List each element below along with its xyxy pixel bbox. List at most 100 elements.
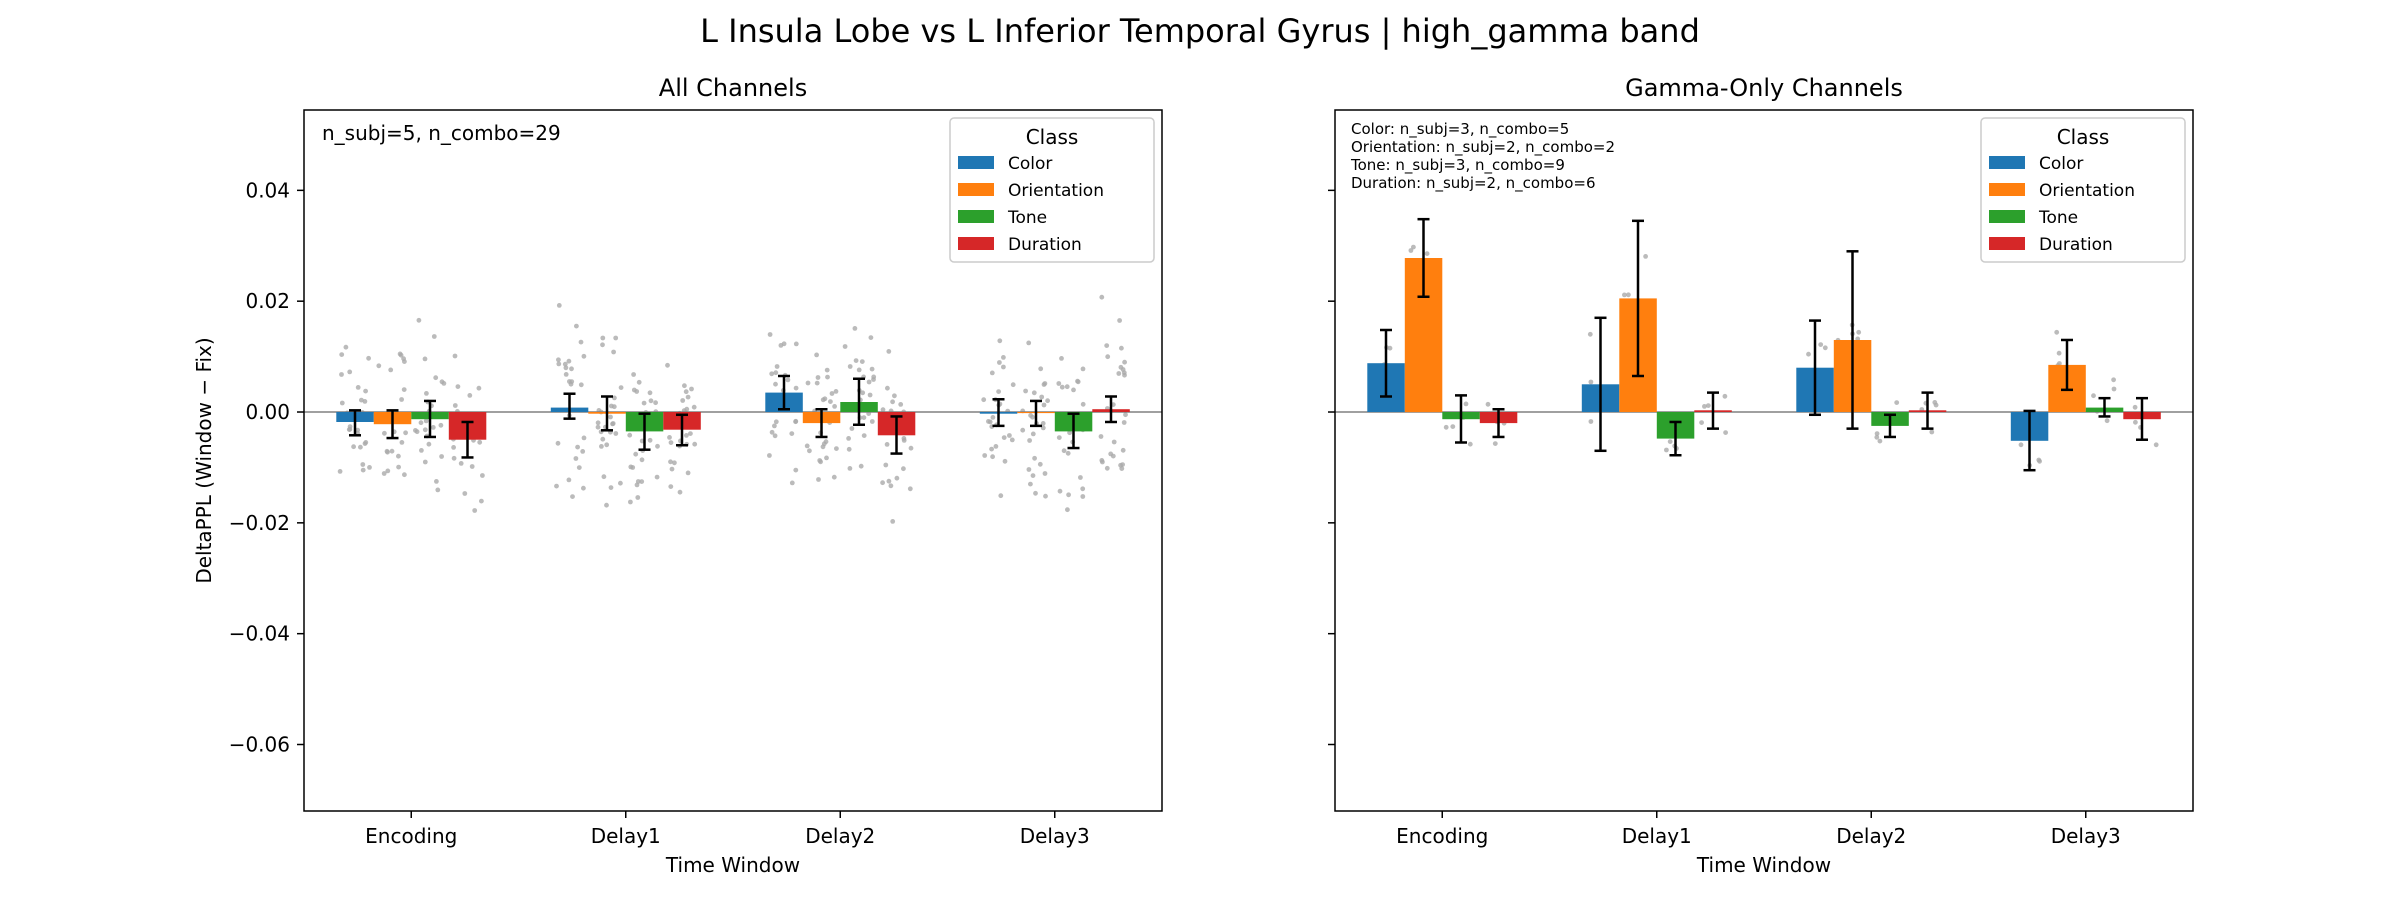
x-tick-label-delay2: Delay2 — [1836, 824, 1906, 848]
sample-point — [832, 404, 837, 409]
x-tick-label-delay2: Delay2 — [805, 824, 875, 848]
sample-point — [852, 326, 858, 331]
sample-point — [831, 474, 837, 480]
sample-point — [847, 466, 853, 471]
legend-swatch-duration — [1989, 237, 2025, 250]
sample-point — [610, 421, 615, 427]
sample-point — [1066, 492, 1071, 498]
legend-swatch-tone — [958, 210, 994, 223]
sample-point — [424, 391, 429, 396]
sample-point — [793, 418, 799, 424]
sample-point — [1450, 424, 1456, 429]
sample-point — [402, 359, 407, 364]
legend-label-tone: Tone — [1007, 208, 1047, 228]
sample-point — [1042, 471, 1048, 476]
sample-point — [888, 483, 894, 489]
sample-point — [815, 375, 821, 380]
sample-point — [355, 385, 361, 390]
sample-point — [600, 436, 606, 442]
sample-point — [441, 381, 447, 386]
sample-point — [1030, 473, 1036, 478]
sample-point — [1064, 384, 1070, 390]
sample-point — [479, 498, 484, 504]
sample-point — [434, 479, 439, 484]
sample-point — [439, 454, 444, 459]
sample-point — [1104, 343, 1110, 348]
sample-point — [689, 386, 694, 392]
sample-point — [641, 400, 647, 406]
sample-point — [989, 446, 994, 452]
sample-point — [618, 385, 624, 390]
sample-point — [1122, 372, 1127, 378]
sample-point — [343, 344, 349, 350]
sample-point — [846, 446, 852, 452]
sample-point — [1023, 388, 1028, 394]
sample-point — [1026, 340, 1032, 346]
sample-point — [581, 353, 587, 359]
sample-point — [1105, 354, 1111, 360]
sample-point — [1806, 351, 1811, 357]
sample-point — [829, 391, 835, 396]
x-axis-label: Time Window — [1696, 853, 1831, 877]
sample-point — [337, 469, 343, 474]
sample-point — [793, 467, 799, 473]
sample-point — [580, 449, 586, 454]
sample-point — [1100, 459, 1105, 465]
sample-point — [438, 422, 444, 428]
sample-point — [414, 429, 420, 435]
figure-suptitle: L Insula Lobe vs L Inferior Temporal Gyr… — [700, 12, 1700, 50]
y-tick-label: 0.04 — [245, 178, 290, 202]
sample-point — [1026, 467, 1032, 472]
sample-point — [563, 372, 569, 377]
sample-point — [648, 398, 654, 404]
sample-point — [820, 444, 826, 450]
x-tick-label-encoding: Encoding — [1396, 824, 1488, 848]
sample-point — [1667, 439, 1673, 444]
sample-point — [849, 426, 855, 431]
x-tick-label-delay3: Delay3 — [2051, 824, 2121, 848]
sample-point — [595, 424, 601, 430]
sample-point — [685, 470, 691, 476]
sample-point — [1080, 366, 1086, 372]
annotation-text: Duration: n_subj=2, n_combo=6 — [1351, 174, 1596, 193]
legend-frame — [1980, 117, 2186, 263]
sample-point — [600, 342, 605, 348]
sample-point — [635, 495, 641, 500]
sample-point — [778, 343, 784, 348]
sample-point — [601, 474, 607, 480]
sample-point — [767, 453, 772, 458]
sample-point — [880, 480, 885, 486]
sample-point — [452, 353, 458, 359]
sample-point — [866, 379, 872, 385]
sample-point — [581, 435, 587, 441]
sample-point — [1040, 425, 1046, 431]
sample-point — [351, 444, 356, 450]
sample-point — [452, 403, 458, 408]
sample-point — [1818, 342, 1824, 347]
sample-point — [399, 440, 405, 445]
sample-point — [856, 367, 862, 373]
sample-point — [901, 466, 906, 472]
sample-point — [1099, 294, 1105, 300]
legend-label-color: Color — [1008, 154, 1052, 174]
sample-point — [828, 399, 833, 404]
sample-point — [667, 435, 672, 440]
annotation-text: n_subj=5, n_combo=29 — [322, 121, 561, 145]
sample-point — [609, 403, 614, 409]
sample-point — [816, 477, 821, 482]
legend-label-color: Color — [2039, 154, 2083, 174]
sample-point — [1040, 421, 1046, 426]
sample-points — [337, 294, 1128, 524]
sample-point — [789, 431, 795, 436]
sample-point — [1119, 345, 1124, 351]
sample-point — [653, 400, 658, 406]
sample-point — [1001, 355, 1006, 360]
x-tick-label-delay1: Delay1 — [1622, 824, 1692, 848]
sample-point — [688, 431, 693, 436]
sample-point — [435, 487, 441, 493]
sample-point — [472, 508, 478, 513]
sample-point — [871, 377, 876, 382]
sample-point — [825, 374, 830, 380]
sample-point — [633, 451, 639, 457]
